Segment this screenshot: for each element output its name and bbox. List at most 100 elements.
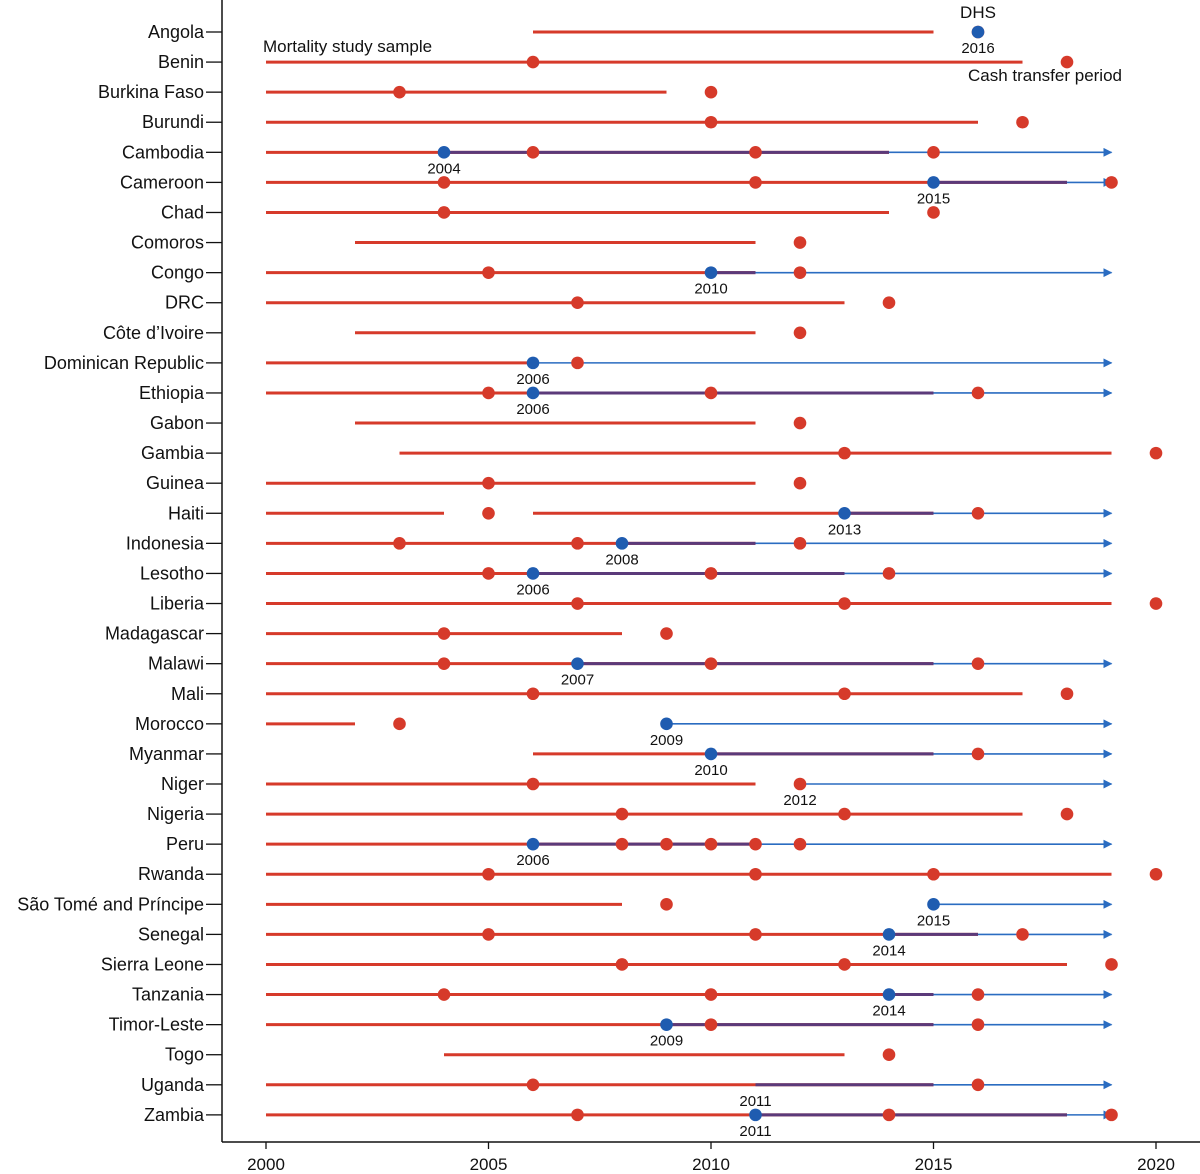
country-label: Senegal [138,924,204,944]
dhs-point [526,687,540,701]
dhs-point [971,988,985,1001]
country-label: Congo [151,263,204,283]
dhs-point [704,988,718,1001]
cash-start-point [526,356,540,370]
country-label: Gambia [141,443,205,463]
dhs-point [1105,958,1118,971]
country-row: Malawi 2007 [148,654,1113,689]
country-label: Mali [171,684,204,704]
x-tick-label: 2020 [1137,1155,1175,1174]
dhs-point [571,597,584,610]
country-label: Niger [161,774,204,794]
cash-start-point [971,25,985,39]
dhs-point [749,146,762,159]
country-label: Morocco [135,714,204,734]
country-row: Timor-Leste 2009 [109,1015,1113,1050]
country-row: Gambia [141,443,1163,463]
dhs-annotation: DHS [960,3,996,22]
dhs-point [793,326,807,340]
dhs-point [793,476,807,490]
dhs-point [482,476,495,490]
dhs-point [971,747,985,761]
dhs-point [526,1078,540,1092]
country-row: Indonesia 2008 [126,533,1113,568]
country-row: Burundi [142,112,1029,132]
dhs-point [526,777,540,791]
dhs-point [393,85,406,99]
country-label: Benin [158,52,204,72]
dhs-point [482,506,495,520]
dhs-point [526,55,540,69]
country-row: Comoros [131,233,807,253]
cash-start-point [927,898,940,911]
country-row: Gabon [150,413,807,433]
country-label: Angola [148,22,205,42]
country-label: Madagascar [105,624,204,644]
annotations: DHS Mortality study sample Cash transfer… [263,3,1122,85]
country-label: Gabon [150,413,204,433]
cash-start-point [615,537,629,550]
dhs-point [704,657,718,670]
dhs-point [971,506,985,520]
cash-start-year-label: 2010 [694,281,727,298]
mortality-annotation: Mortality study sample [263,37,432,56]
dhs-point [838,597,851,610]
dhs-point [1060,55,1074,69]
dhs-point [927,206,940,219]
dhs-point [615,958,629,971]
country-label: Peru [166,834,204,854]
country-label: Rwanda [138,864,205,884]
country-row: Haiti 2013 [168,503,1113,538]
dhs-point [749,837,762,851]
dhs-point [704,1018,718,1031]
country-label: Lesotho [140,563,204,583]
country-label: Côte d’Ivoire [103,323,204,343]
dhs-point [749,176,762,189]
dhs-point [882,1048,896,1062]
country-label: Cambodia [122,142,205,162]
country-row: São Tomé and Príncipe 2015 [17,894,1113,929]
country-row: Lesotho 2006 [140,563,1113,598]
country-label: Uganda [141,1075,205,1095]
dhs-point [1105,1108,1118,1122]
dhs-point [704,85,718,99]
dhs-point [437,627,451,640]
dhs-point [793,416,807,430]
cash-start-point [749,1108,762,1122]
country-label: Myanmar [129,744,204,764]
country-row: Uganda 2011 [141,1075,1113,1110]
dhs-point [793,837,807,851]
dhs-point [749,867,762,881]
dhs-point [482,928,495,941]
cash-start-year-label: 2015 [917,912,950,929]
cash-start-point [704,266,718,279]
country-label: Timor-Leste [109,1015,204,1035]
country-row: Togo [165,1045,896,1065]
dhs-point [882,296,896,310]
dhs-point [704,115,718,129]
dhs-point [704,386,718,400]
country-row: Sierra Leone [101,954,1118,974]
dhs-point [526,146,540,159]
cash-start-year-label: 2011 [739,1123,771,1140]
dhs-point [927,867,940,881]
dhs-point [660,627,673,640]
cash-start-year-label: 2006 [516,401,549,418]
dhs-point [882,567,896,580]
dhs-point [793,266,807,279]
country-label: Liberia [150,594,205,614]
country-label: Comoros [131,233,204,253]
country-label: Tanzania [132,985,205,1005]
dhs-point [482,386,495,400]
dhs-point [1149,867,1163,881]
country-row: Madagascar [105,624,673,644]
country-row: Nigeria [147,804,1074,824]
dhs-point [615,837,629,851]
dhs-point [393,717,406,731]
country-label: Nigeria [147,804,205,824]
dhs-point [1060,807,1074,821]
dhs-point [571,356,584,370]
dhs-point [1149,597,1163,610]
dhs-point [1149,446,1163,460]
